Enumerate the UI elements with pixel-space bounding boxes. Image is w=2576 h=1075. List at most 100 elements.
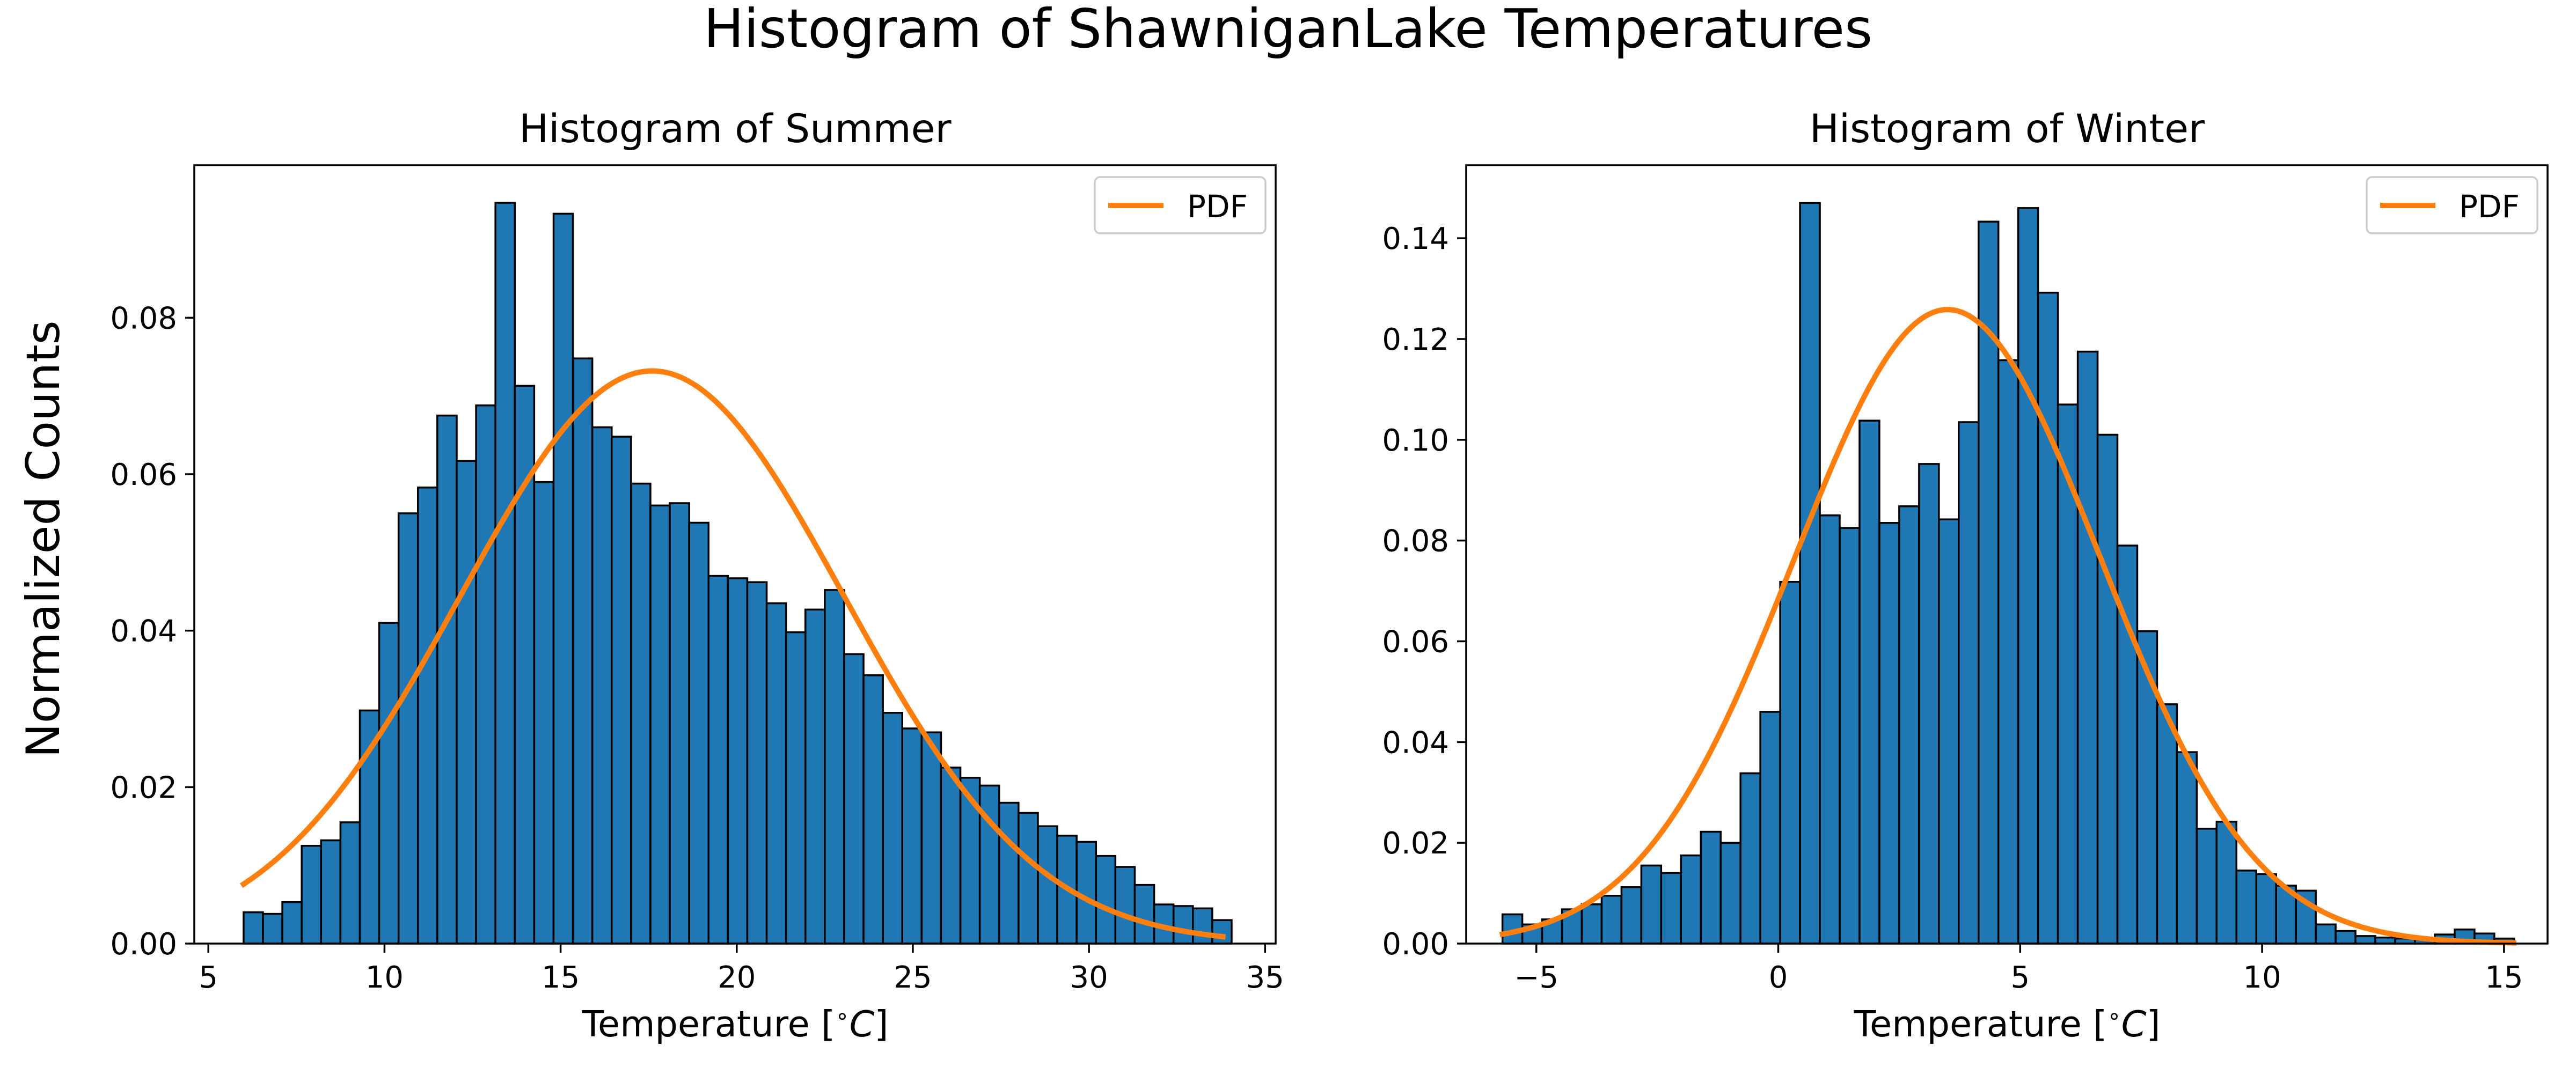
y-tick-label: 0.14 xyxy=(1382,222,1449,256)
histogram-bar xyxy=(1640,864,1663,945)
histogram-bar xyxy=(998,801,1020,945)
histogram-bar xyxy=(243,911,264,945)
histogram-bar xyxy=(1660,872,1682,945)
histogram-bar xyxy=(2196,828,2218,945)
y-tick-label: 0.06 xyxy=(110,458,177,492)
histogram-bar xyxy=(2017,207,2039,945)
x-tick-label: 5 xyxy=(2010,960,2030,995)
histogram-bar xyxy=(475,404,496,945)
histogram-bar xyxy=(2215,820,2238,945)
x-tick-label: −5 xyxy=(1514,960,1558,995)
y-tick-group: 0.00 0.02 0.04 0.06 0.08 xyxy=(110,301,194,962)
histogram-bar xyxy=(2037,291,2059,945)
chart-summer: Histogram of Summer 0.00 0.02 0.04 0.06 0.08… xyxy=(110,106,1284,1045)
histogram-bar xyxy=(281,901,303,945)
chart-title: Histogram of Summer xyxy=(519,106,952,152)
y-tick-label: 0.04 xyxy=(1382,725,1449,760)
histogram-bar xyxy=(1192,907,1213,945)
histogram-bar xyxy=(804,608,826,945)
histogram-bar xyxy=(2334,930,2357,945)
x-tick-group: −5 0 5 10 15 xyxy=(1514,944,2523,995)
histogram-bar xyxy=(2354,935,2376,945)
histogram-bar xyxy=(882,712,904,945)
histogram-bar xyxy=(1819,514,1841,945)
histogram-bar xyxy=(262,912,283,945)
histogram-bar xyxy=(611,436,632,945)
histogram-bar xyxy=(436,414,458,945)
histogram-bar xyxy=(920,731,942,945)
histogram-bar xyxy=(591,426,613,945)
histogram-bar xyxy=(2315,923,2337,945)
histogram-bar xyxy=(1114,866,1136,945)
histogram-bar xyxy=(1759,711,1781,945)
histogram-bar xyxy=(669,502,690,945)
x-tick-label: 20 xyxy=(718,960,756,995)
x-tick-label: 30 xyxy=(1070,960,1108,995)
histogram-bar xyxy=(1211,919,1233,945)
histogram-bar xyxy=(1037,825,1058,945)
histogram-bar xyxy=(1739,772,1761,945)
axes-frame xyxy=(193,164,1277,945)
histogram-bar xyxy=(1799,202,1821,945)
histogram-bar xyxy=(901,727,923,945)
y-tick-label: 0.06 xyxy=(1382,625,1449,660)
histogram-bar xyxy=(843,653,865,945)
x-tick-label: 15 xyxy=(541,960,580,995)
x-tick-label: 15 xyxy=(2485,960,2523,995)
histogram-bar xyxy=(1719,842,1741,945)
histogram-bar xyxy=(2096,433,2119,945)
x-tick-label: 5 xyxy=(199,960,218,995)
histogram-bar xyxy=(1580,903,1603,945)
x-axis-label: Temperature [∘C] xyxy=(581,1003,888,1045)
x-tick-label: 0 xyxy=(1769,960,1788,995)
pdf-curve xyxy=(1499,307,2516,946)
y-tick-label: 0.12 xyxy=(1382,322,1449,357)
histogram-bar xyxy=(1680,854,1702,945)
x-tick-label: 35 xyxy=(1246,960,1284,995)
histogram-bar xyxy=(378,622,400,945)
histogram-bar xyxy=(1779,580,1801,945)
histogram-bar xyxy=(1918,463,1940,945)
histogram-bar xyxy=(1997,359,2019,945)
histogram-bar xyxy=(2255,873,2277,945)
histogram-bar xyxy=(2156,703,2178,945)
y-tick-label: 0.04 xyxy=(110,614,177,649)
histogram-bar xyxy=(727,577,749,945)
pdf-curve xyxy=(239,368,1226,940)
legend-label: PDF xyxy=(2459,188,2520,225)
bar-group xyxy=(243,202,1233,945)
legend-label: PDF xyxy=(1187,188,1248,225)
x-tick-label: 10 xyxy=(365,960,404,995)
histogram-bar xyxy=(320,839,342,945)
x-tick-label: 10 xyxy=(2243,960,2281,995)
histogram-bar xyxy=(707,575,729,945)
histogram-bar xyxy=(824,589,845,945)
histogram-bar xyxy=(1133,883,1155,945)
histogram-bar xyxy=(552,212,574,945)
histogram-bar xyxy=(2076,350,2099,945)
histogram-bar xyxy=(688,521,710,945)
histogram-bar xyxy=(417,487,438,945)
legend-frame xyxy=(1094,176,1267,234)
x-axis-label: Temperature [∘C] xyxy=(1853,1003,2160,1045)
legend: PDF xyxy=(2366,176,2538,234)
histogram-bar xyxy=(1839,527,1861,945)
y-tick-label: 0.00 xyxy=(1382,927,1449,962)
y-tick-label: 0.08 xyxy=(1382,524,1449,559)
histogram-bar xyxy=(1600,895,1623,945)
histogram-bar xyxy=(572,357,594,945)
chart-winter: Histogram of Winter 0.00 0.02 0.04 0.06 0.08… xyxy=(1382,106,2549,1045)
legend-frame xyxy=(2366,176,2538,234)
histogram-bar xyxy=(301,844,323,945)
y-tick-label: 0.08 xyxy=(110,301,177,336)
histogram-bar xyxy=(397,512,419,945)
histogram-bar xyxy=(1878,522,1900,945)
histogram-bar xyxy=(1095,855,1117,945)
axes-frame xyxy=(1465,164,2549,945)
y-tick-label: 0.02 xyxy=(1382,826,1449,861)
histogram-bar xyxy=(862,674,884,945)
histogram-bar xyxy=(456,460,477,945)
figure-suptitle: Histogram of ShawniganLake Temperatures xyxy=(704,0,1872,60)
